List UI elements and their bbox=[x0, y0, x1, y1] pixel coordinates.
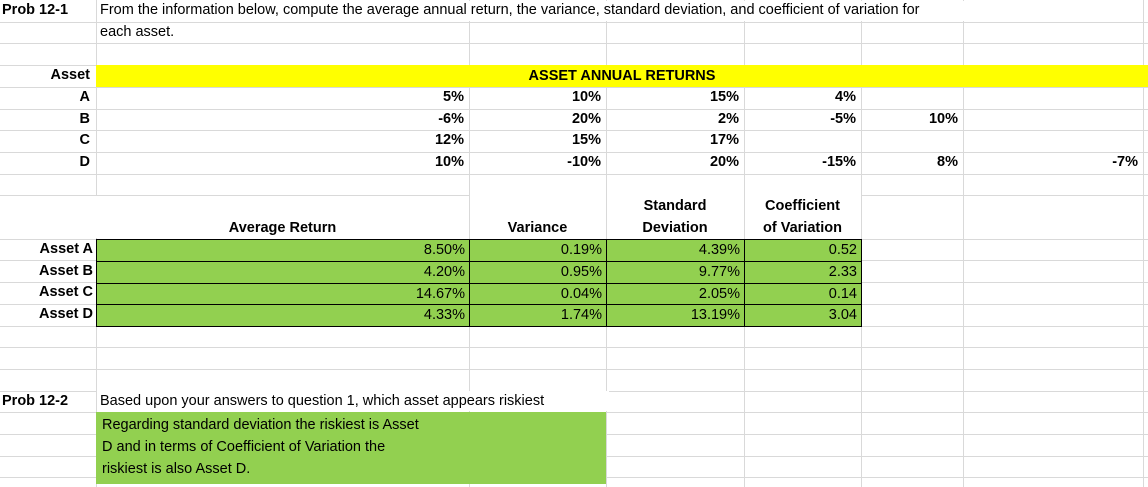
return-cell[interactable]: 20% bbox=[709, 154, 739, 170]
stats-cell-stddev[interactable]: 2.05% bbox=[607, 283, 744, 305]
return-cell[interactable]: 12% bbox=[434, 132, 464, 148]
return-cell[interactable]: 5% bbox=[443, 89, 464, 105]
asset-annual-returns-banner[interactable]: ASSET ANNUAL RETURNS bbox=[96, 65, 1148, 87]
gridline bbox=[0, 108, 1148, 110]
stats-cell-average[interactable]: 4.20% bbox=[97, 261, 469, 283]
return-cell[interactable]: 10% bbox=[571, 89, 601, 105]
asset-b-label[interactable]: B bbox=[79, 111, 90, 127]
stats-table: 8.50% 0.19% 4.39% 0.52 4.20% 0.95% 9.77%… bbox=[96, 239, 862, 327]
stats-cell-average[interactable]: 8.50% bbox=[97, 240, 469, 261]
gridline bbox=[861, 195, 1148, 197]
gridline bbox=[1143, 0, 1144, 487]
stats-cell-variance[interactable]: 0.04% bbox=[470, 283, 606, 305]
std-dev-header-line1[interactable]: Standard bbox=[643, 198, 707, 214]
stats-cell-stddev[interactable]: 4.39% bbox=[607, 240, 744, 261]
row1-overflow-patch bbox=[97, 1, 1037, 21]
variance-header[interactable]: Variance bbox=[507, 219, 568, 236]
gridline bbox=[0, 21, 1148, 23]
cov-header-line2[interactable]: of Variation bbox=[763, 219, 842, 236]
gridline bbox=[0, 43, 1148, 45]
stats-row-label[interactable]: Asset A bbox=[39, 241, 93, 257]
return-cell[interactable]: 20% bbox=[571, 111, 601, 127]
header-gridline-patch bbox=[96, 196, 97, 238]
return-cell[interactable]: 2% bbox=[718, 111, 739, 127]
return-cell[interactable]: -6% bbox=[438, 111, 464, 127]
prob1-label-cell[interactable]: Prob 12-1 bbox=[2, 2, 69, 18]
return-cell[interactable]: 4% bbox=[835, 89, 856, 105]
return-cell[interactable]: 10% bbox=[434, 154, 464, 170]
asset-d-label[interactable]: D bbox=[79, 154, 90, 170]
stats-cell-stddev[interactable]: 13.19% bbox=[607, 305, 744, 326]
stats-cell-average[interactable]: 14.67% bbox=[97, 283, 469, 305]
asset-c-label[interactable]: C bbox=[79, 132, 90, 148]
return-cell[interactable]: 15% bbox=[709, 89, 739, 105]
prob2-answer-box[interactable]: Regarding standard deviation the riskies… bbox=[96, 412, 606, 484]
prob2-question[interactable]: Based upon your answers to question 1, w… bbox=[100, 393, 545, 409]
average-return-header[interactable]: Average Return bbox=[228, 219, 337, 236]
prob1-instruction-line2[interactable]: each asset. bbox=[100, 24, 175, 40]
return-cell[interactable]: -7% bbox=[1112, 154, 1138, 170]
return-cell[interactable]: 10% bbox=[928, 111, 958, 127]
gridline bbox=[0, 151, 1148, 153]
gridline bbox=[0, 347, 1148, 349]
question-overflow-patch bbox=[97, 391, 609, 411]
return-cell[interactable]: -15% bbox=[822, 154, 856, 170]
stats-cell-cov[interactable]: 0.52 bbox=[745, 240, 861, 261]
stats-row-label[interactable]: Asset D bbox=[39, 306, 93, 323]
answer-line3: riskiest is also Asset D. bbox=[102, 461, 251, 477]
return-cell[interactable]: -5% bbox=[830, 111, 856, 127]
stats-row-label[interactable]: Asset B bbox=[39, 262, 93, 279]
stats-cell-variance[interactable]: 1.74% bbox=[470, 305, 606, 326]
stats-cell-cov[interactable]: 3.04 bbox=[745, 305, 861, 326]
gridline bbox=[0, 368, 1148, 370]
prob1-instruction-line1[interactable]: From the information below, compute the … bbox=[100, 2, 920, 18]
stats-cell-cov[interactable]: 2.33 bbox=[745, 261, 861, 283]
stats-cell-cov[interactable]: 0.14 bbox=[745, 283, 861, 305]
return-cell[interactable]: 17% bbox=[709, 132, 739, 148]
gridline bbox=[0, 173, 1148, 175]
return-cell[interactable]: 8% bbox=[937, 154, 958, 170]
asset-a-label[interactable]: A bbox=[79, 89, 90, 105]
return-cell[interactable]: 15% bbox=[571, 132, 601, 148]
answer-line2: D and in terms of Coefficient of Variati… bbox=[102, 439, 386, 455]
gridline bbox=[0, 130, 1148, 132]
gridline bbox=[0, 195, 469, 197]
stats-cell-average[interactable]: 4.33% bbox=[97, 305, 469, 326]
cov-header-line1[interactable]: Coefficient bbox=[765, 198, 840, 214]
gridline bbox=[963, 0, 964, 487]
stats-cell-variance[interactable]: 0.19% bbox=[470, 240, 606, 261]
gridline bbox=[0, 86, 1148, 88]
return-cell[interactable]: -10% bbox=[567, 154, 601, 170]
stats-cell-variance[interactable]: 0.95% bbox=[470, 261, 606, 283]
stats-row-label[interactable]: Asset C bbox=[39, 284, 93, 301]
prob2-label-cell[interactable]: Prob 12-2 bbox=[2, 393, 69, 409]
std-dev-header-line2[interactable]: Deviation bbox=[642, 219, 708, 236]
asset-row-header-cell[interactable]: Asset bbox=[50, 67, 91, 83]
answer-line1: Regarding standard deviation the riskies… bbox=[102, 417, 419, 433]
stats-cell-stddev[interactable]: 9.77% bbox=[607, 261, 744, 283]
